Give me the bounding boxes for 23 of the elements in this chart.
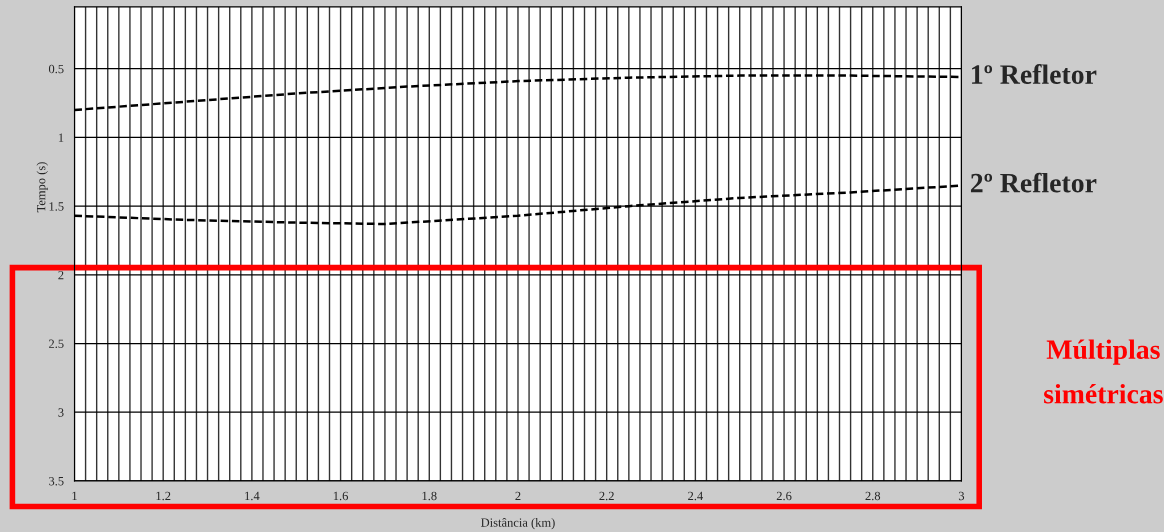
annotation: 1º Refletor	[972, 64, 1097, 84]
x-tick-label: 1	[72, 491, 77, 501]
x-tick-label: 1.8	[422, 491, 437, 501]
y-tick-label: 2.5	[49, 339, 64, 349]
x-tick-label: 2	[515, 491, 521, 501]
x-tick-label: 1.4	[245, 491, 260, 501]
x-tick-label: 2.6	[776, 491, 792, 501]
text: Múltiplas simétricas	[1044, 339, 1163, 404]
y-tick-label: 2	[58, 270, 64, 280]
y-tick-label: 0.5	[48, 64, 64, 74]
x-tick-label: 1.2	[156, 491, 171, 501]
y-tick-label: 3.5	[49, 476, 64, 486]
y-tick-label: 3	[58, 408, 64, 417]
x-tick-label: 2.8	[865, 491, 881, 501]
y-axis-title: Tempo (s)	[36, 162, 48, 213]
y-tick-label: 1.5	[49, 202, 64, 211]
y-tick-label: 1	[58, 133, 64, 142]
x-tick-label: 2.2	[599, 491, 614, 501]
x-tick-label: 3	[958, 491, 965, 501]
x-tick-label: 1.6	[333, 491, 349, 501]
x-tick-label: 2.4	[688, 491, 703, 501]
annotation: 2º Refletor	[970, 172, 1097, 193]
x-axis-title: Distância (km)	[481, 517, 555, 530]
